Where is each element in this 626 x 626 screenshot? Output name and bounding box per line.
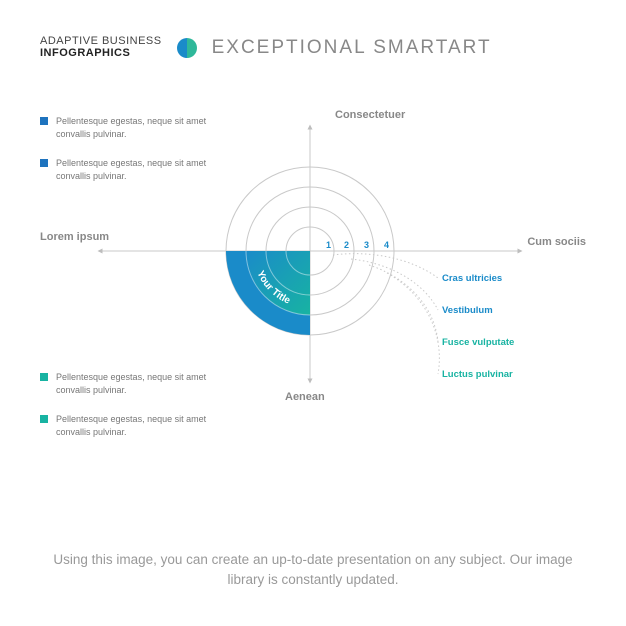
logo-icon [176, 37, 198, 59]
diagram-svg: Your Title 1 2 3 4 [40, 81, 586, 511]
footer-text: Using this image, you can create an up-t… [40, 550, 586, 591]
svg-text:2: 2 [344, 240, 349, 250]
diagram: Pellentesque egestas, neque sit amet con… [40, 81, 586, 511]
page-title: EXCEPTIONAL SMARTART [212, 37, 492, 59]
header: ADAPTIVE BUSINESS INFOGRAPHICS EXCEPTION… [40, 36, 586, 59]
page: ADAPTIVE BUSINESS INFOGRAPHICS EXCEPTION… [0, 0, 626, 626]
svg-text:3: 3 [364, 240, 369, 250]
svg-text:1: 1 [326, 240, 331, 250]
brand-line2: INFOGRAPHICS [40, 48, 162, 60]
brand: ADAPTIVE BUSINESS INFOGRAPHICS [40, 36, 162, 59]
svg-text:4: 4 [384, 240, 389, 250]
wedge: Your Title [226, 251, 310, 335]
ring-numbers: 1 2 3 4 [326, 240, 389, 250]
brand-line1: ADAPTIVE BUSINESS [40, 36, 162, 48]
